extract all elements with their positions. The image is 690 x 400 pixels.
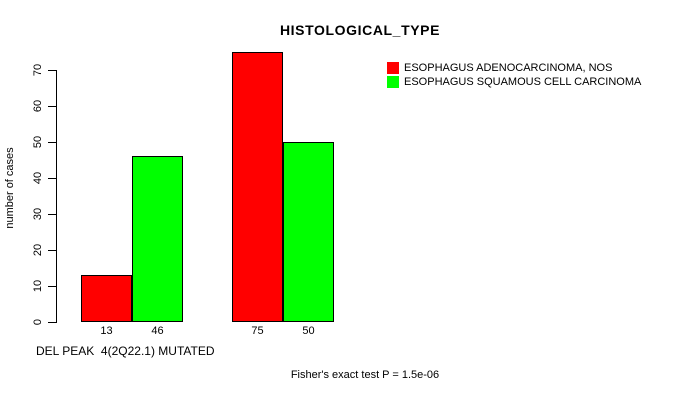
y-tick-mark — [48, 142, 56, 143]
bar-group2-series2 — [283, 142, 334, 322]
x-axis-title: DEL PEAK 4(2Q22.1) MUTATED — [36, 344, 215, 358]
y-tick-mark — [48, 322, 56, 323]
legend-label: ESOPHAGUS SQUAMOUS CELL CARCINOMA — [404, 76, 642, 88]
footer-stat: Fisher's exact test P = 1.5e-06 — [290, 369, 440, 381]
legend-item: ESOPHAGUS ADENOCARCINOMA, NOS — [387, 61, 641, 75]
bar-group1-series2 — [132, 156, 183, 322]
y-tick-mark — [48, 70, 56, 71]
y-tick-label: 0 — [32, 318, 44, 326]
bar-value-label: 46 — [151, 325, 164, 337]
bar-value-label: 50 — [302, 325, 315, 337]
legend-swatch-icon — [387, 62, 399, 74]
y-tick-label: 20 — [32, 243, 44, 257]
y-tick-label: 60 — [32, 99, 44, 113]
y-tick-mark — [48, 286, 56, 287]
y-tick-label: 10 — [32, 279, 44, 293]
chart-title: HISTOLOGICAL_TYPE — [279, 22, 441, 38]
bar-value-label: 75 — [251, 325, 264, 337]
y-tick-mark — [48, 214, 56, 215]
legend-swatch-icon — [387, 76, 399, 88]
legend-item: ESOPHAGUS SQUAMOUS CELL CARCINOMA — [387, 75, 641, 89]
y-tick-label: 50 — [32, 135, 44, 149]
legend: ESOPHAGUS ADENOCARCINOMA, NOS ESOPHAGUS S… — [387, 61, 641, 89]
bar-value-label: 13 — [100, 325, 113, 337]
bar-group2-series1 — [232, 52, 283, 322]
y-tick-mark — [48, 178, 56, 179]
y-tick-label: 40 — [32, 171, 44, 185]
bar-group1-series1 — [81, 275, 132, 322]
y-axis-title: number of cases — [4, 147, 16, 229]
y-tick-label: 70 — [32, 63, 44, 77]
legend-label: ESOPHAGUS ADENOCARCINOMA, NOS — [404, 62, 613, 74]
y-axis-line — [56, 70, 57, 323]
y-tick-label: 30 — [32, 207, 44, 221]
y-tick-mark — [48, 250, 56, 251]
y-tick-mark — [48, 106, 56, 107]
